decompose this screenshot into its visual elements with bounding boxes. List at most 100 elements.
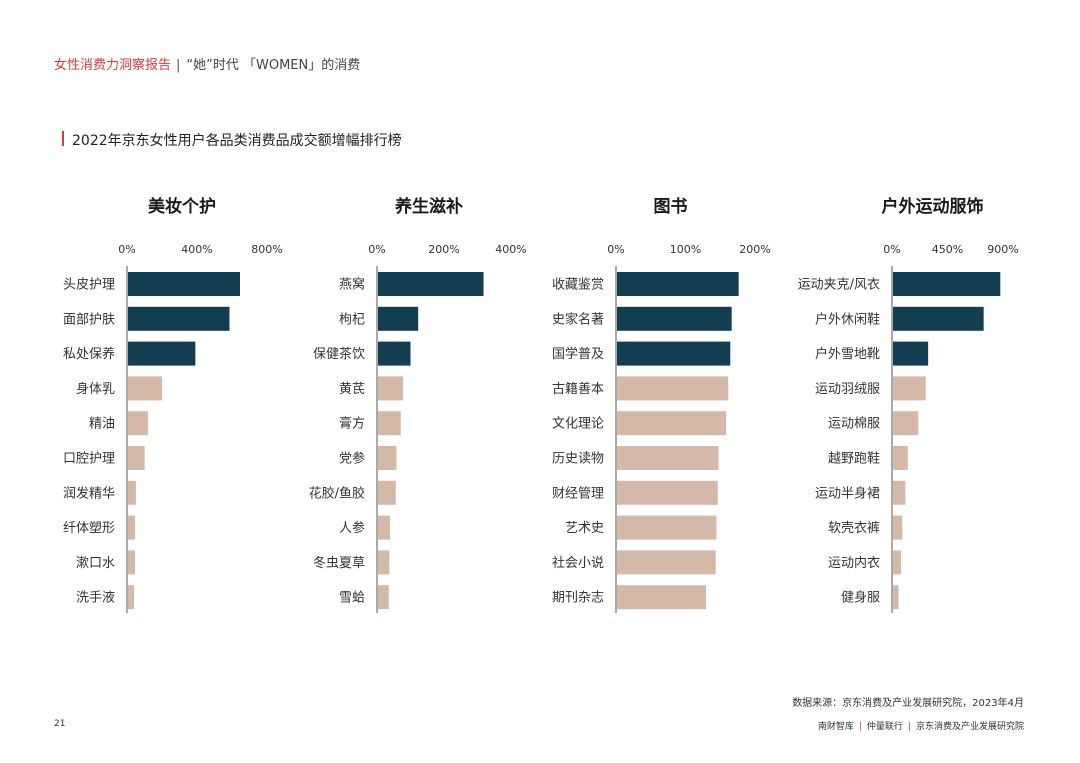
bar — [128, 515, 135, 540]
bar — [893, 515, 903, 540]
category-label: 燕窝 — [339, 277, 365, 293]
category-label: 运动内衣 — [828, 555, 880, 571]
tick-label: 0% — [118, 243, 135, 256]
chart-title: 美妆个护 — [148, 196, 216, 217]
bar — [378, 480, 396, 505]
bar — [617, 585, 706, 610]
bar — [893, 272, 1001, 296]
tick-label: 200% — [428, 243, 459, 256]
bar — [893, 411, 919, 436]
category-label: 古籍善本 — [552, 381, 604, 397]
category-label: 冬虫夏草 — [313, 555, 365, 571]
category-label: 文化理论 — [552, 417, 604, 432]
bar — [893, 585, 899, 610]
tick-label: 900% — [987, 243, 1018, 256]
bar — [128, 306, 230, 331]
category-label: 润发精华 — [63, 485, 115, 501]
bar — [893, 480, 906, 505]
category-label: 精油 — [89, 417, 115, 432]
category-label: 史家名著 — [552, 311, 604, 327]
bar — [128, 376, 163, 401]
category-label: 软壳衣裤 — [828, 520, 880, 536]
tick-label: 0% — [607, 243, 624, 256]
category-label: 收藏鉴赏 — [552, 278, 604, 293]
bar — [378, 376, 404, 401]
tick-label: 800% — [251, 243, 282, 256]
category-label: 雪蛤 — [339, 591, 365, 606]
category-label: 户外休闲鞋 — [815, 311, 880, 327]
category-label: 私处保养 — [63, 346, 115, 362]
bar — [378, 341, 411, 366]
bar — [378, 446, 397, 470]
bar — [128, 585, 135, 610]
category-label: 花胶/鱼胶 — [309, 485, 365, 501]
category-label: 人参 — [339, 520, 365, 536]
footer-brand-1: 南财智库 — [817, 722, 854, 732]
bar — [128, 446, 145, 470]
tick-label: 400% — [495, 243, 526, 256]
category-label: 运动半身裙 — [815, 485, 880, 501]
category-label: 纤体塑形 — [63, 521, 115, 536]
bar — [617, 515, 717, 540]
bar — [128, 341, 196, 366]
bar — [617, 306, 732, 331]
category-label: 健身服 — [841, 590, 880, 606]
bar — [893, 550, 902, 575]
bar — [617, 446, 719, 470]
bar — [128, 550, 135, 575]
category-label: 头皮护理 — [63, 278, 115, 293]
tick-label: 450% — [932, 243, 963, 256]
report-subtitle: “她”时代 「WOMEN」的消费 — [186, 58, 361, 73]
category-label: 保健茶饮 — [313, 346, 365, 362]
bar — [617, 550, 716, 575]
tick-label: 400% — [181, 243, 212, 256]
bar — [617, 480, 718, 505]
chart-title: 图书 — [654, 197, 688, 217]
page-number: 21 — [54, 719, 66, 729]
chart-title: 户外运动服饰 — [882, 196, 984, 217]
category-label: 社会小说 — [552, 555, 604, 571]
tick-label: 0% — [368, 243, 385, 256]
bar — [128, 480, 136, 505]
category-label: 党参 — [339, 451, 365, 467]
category-label: 漱口水 — [76, 556, 115, 571]
footer-brand-3: 京东消费及产业发展研究院 — [915, 722, 1024, 732]
bar — [617, 411, 727, 436]
bar — [378, 272, 484, 296]
bar — [617, 376, 729, 401]
tick-label: 200% — [739, 243, 770, 256]
category-label: 财经管理 — [552, 486, 604, 501]
bar — [378, 585, 389, 610]
report-header: 女性消费力洞察报告 | “她”时代 「WOMEN」的消费 — [54, 54, 360, 73]
bar — [128, 411, 149, 436]
footer-brands: 南财智库 | 仲量联行 | 京东消费及产业发展研究院 — [818, 719, 1024, 732]
category-label: 运动羽绒服 — [815, 382, 880, 397]
category-label: 国学普及 — [552, 346, 604, 362]
category-label: 越野跑鞋 — [828, 451, 880, 467]
bar — [378, 411, 401, 436]
bar — [617, 341, 731, 366]
section-title-marker — [62, 131, 64, 146]
category-label: 面部护肤 — [63, 312, 115, 327]
category-label: 膏方 — [339, 416, 365, 432]
header-separator: | — [176, 58, 181, 73]
tick-label: 0% — [883, 243, 900, 256]
bar — [893, 306, 984, 331]
category-label: 黄芪 — [339, 382, 365, 397]
category-label: 洗手液 — [76, 591, 115, 606]
category-label: 运动夹克/风衣 — [798, 277, 880, 293]
footer-divider: | — [858, 722, 862, 732]
category-label: 期刊杂志 — [552, 591, 604, 606]
footer-brand-2: 仲量联行 — [866, 722, 903, 732]
bar — [378, 515, 391, 540]
chart-title: 养生滋补 — [394, 196, 463, 217]
data-source: 数据来源：京东消费及产业发展研究院，2023年4月 — [792, 698, 1024, 709]
tick-label: 100% — [670, 243, 701, 256]
category-label: 运动棉服 — [828, 417, 880, 432]
bar — [378, 306, 419, 331]
bar — [893, 376, 926, 401]
bar — [893, 446, 908, 470]
section-title: 2022年京东女性用户各品类消费品成交额增幅排行榜 — [72, 133, 402, 149]
category-label: 艺术史 — [565, 521, 604, 536]
